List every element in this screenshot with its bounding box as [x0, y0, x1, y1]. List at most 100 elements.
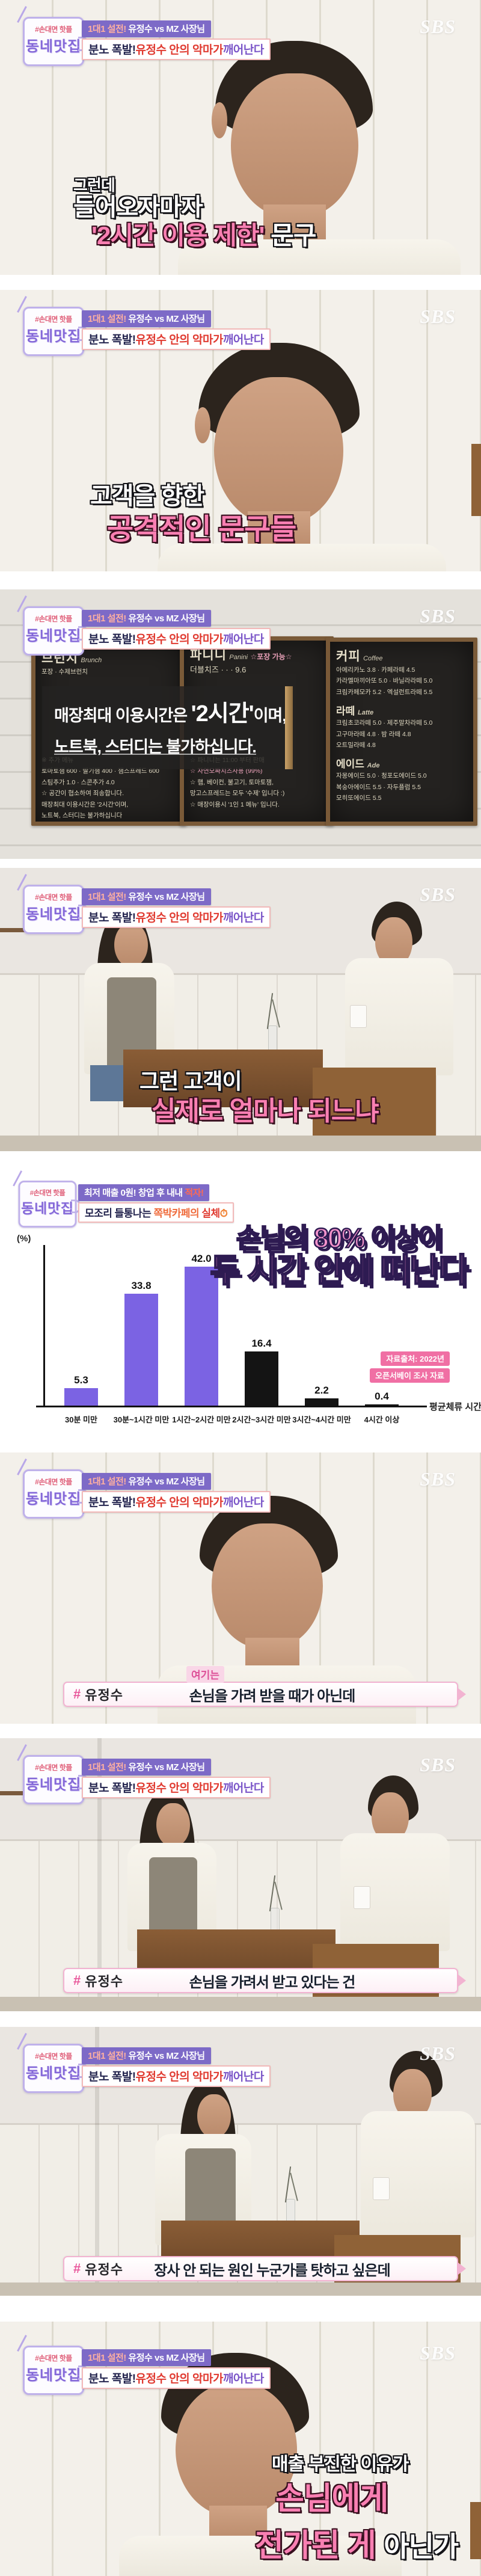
- caption-bottom-bar: 분노 폭발! 유정수 안의 악마가 깨어난다: [82, 1491, 271, 1513]
- logo-hashtag: #손대면 핫플: [35, 2354, 72, 2362]
- episode-caption: 1대1 설전! 유정수 vs MZ 사장님 분노 폭발! 유정수 안의 악마가 …: [82, 310, 271, 350]
- wood-trim: [470, 2502, 481, 2559]
- man-shirt: [361, 2111, 475, 2237]
- plant-branch: [284, 2166, 292, 2203]
- x-tick-label: 4시간 이상: [364, 1415, 400, 1424]
- logo-title: 동네맛집: [25, 628, 82, 644]
- caption-line1: 들어오자마자: [73, 194, 203, 221]
- floor: [0, 1136, 481, 1151]
- caption-small: 그런데: [73, 176, 115, 194]
- chart-xlabels: 30분 미만 30분~1시간 미만 1시간~2시간 미만 2시간~3시간 미만 3시간~…: [51, 1413, 412, 1425]
- floor: [0, 1997, 481, 2011]
- x-tick-label: 1시간~2시간 미만: [172, 1415, 231, 1424]
- man-ear: [212, 102, 227, 138]
- subtitle-tag: 여기는: [186, 1666, 224, 1683]
- logo-antenna-icon: [17, 1459, 27, 1475]
- man-shirt: [178, 239, 461, 275]
- speaker-name: 유정수: [85, 1974, 123, 1989]
- logo-title: 동네맛집: [25, 2065, 82, 2082]
- episode-caption: 1대1 설전! 유정수 vs MZ 사장님 분노 폭발! 유정수 안의 악마가 …: [82, 2349, 271, 2389]
- woman-face: [197, 2094, 231, 2138]
- episode-caption: 1대1 설전! 유정수 vs MZ 사장님 분노 폭발! 유정수 안의 악마가 …: [82, 20, 271, 60]
- episode-caption: 1대1 설전! 유정수 vs MZ 사장님 분노 폭발! 유정수 안의 악마가 …: [82, 888, 271, 928]
- bar-value-label: 42.0: [191, 1253, 212, 1264]
- show-logo: #손대면 핫플 동네맛집: [17, 6, 88, 66]
- bar-value-label: 0.4: [375, 1390, 389, 1402]
- bar-group: 33.8: [111, 1280, 171, 1406]
- light-switch: [373, 2177, 390, 2200]
- man-face: [214, 377, 343, 524]
- data-source-badge: 자료출처: 2022년 오픈서베이 조사 자료: [370, 1350, 450, 1384]
- logo-title: 동네맛집: [25, 1777, 82, 1793]
- show-logo: #손대면 핫플 동네맛집: [13, 1170, 81, 1228]
- bar-group: 5.3: [51, 1374, 111, 1406]
- plant-branch: [272, 999, 280, 1028]
- man-face: [231, 73, 358, 218]
- logo-title: 동네맛집: [25, 906, 82, 923]
- caption-bottom-bar: 분노 폭발! 유정수 안의 악마가 깨어난다: [82, 906, 271, 928]
- show-logo: #손대면 핫플 동네맛집: [17, 1744, 88, 1804]
- notice-overlay: 매장최대 이용시간은 '2시간'이며, 노트북, 스터디는 불가하십니다.: [42, 686, 287, 769]
- caption-top-bar: 1대1 설전! 유정수 vs MZ 사장님: [82, 20, 211, 37]
- caption-top-rest: 유정수 vs MZ 사장님: [128, 24, 205, 34]
- bar: [365, 1404, 399, 1406]
- bar-value-label: 16.4: [251, 1337, 272, 1349]
- bar-value-label: 5.3: [74, 1374, 88, 1386]
- sbs-logo: SBS: [420, 2043, 456, 2064]
- menu-board-coffee: 커피 Coffee 아메리카노 3.8 · 카페라떼 4.5 카라멜마끼아또 5…: [326, 638, 477, 826]
- logo-antenna-icon: [17, 6, 27, 23]
- chart-panel: #손대면 핫플 동네맛집 최저 매출 0원! 창업 후 내내 적자! 모조리 들…: [0, 1158, 481, 1428]
- subtitle-text: 손님을 가려 받을 때가 아닌데: [189, 1688, 356, 1705]
- plant-branch: [269, 1875, 276, 1911]
- man-face: [212, 1523, 323, 1649]
- caption-top-bar: 1대1 설전! 유정수 vs MZ 사장님: [82, 1759, 211, 1775]
- sbs-logo: SBS: [420, 1468, 456, 1490]
- chart-title: 손님의 80% 이상이 두 시간 안에 떠난다: [209, 1223, 470, 1289]
- speaker-subtitle-bar: # 유정수 장사 안 되는 원인 누군가를 탓하고 싶은데: [63, 2256, 458, 2281]
- wall-shelf: [0, 1791, 35, 1795]
- caption-bottom-bar: 분노 폭발! 유정수 안의 악마가 깨어난다: [82, 38, 271, 60]
- episode-caption: 1대1 설전! 유정수 vs MZ 사장님 분노 폭발! 유정수 안의 악마가 …: [82, 610, 271, 650]
- chart-bars: 5.3 33.8 42.0 16.4 2.2 0.4: [51, 1253, 412, 1406]
- show-logo: #손대면 핫플 동네맛집: [17, 2033, 88, 2093]
- subtitle-text: 손님을 가려서 받고 있다는 건: [189, 1974, 356, 1991]
- video-frame-4: #손대면 핫플 동네맛집 1대1 설전! 유정수 vs MZ 사장님 분노 폭발…: [0, 868, 481, 1151]
- caption-top-bar: 1대1 설전! 유정수 vs MZ 사장님: [82, 610, 211, 627]
- x-axis-label: 평균체류 시간: [429, 1402, 481, 1412]
- man-shirt: [119, 2536, 402, 2576]
- bar: [124, 1294, 158, 1406]
- logo-hashtag: #손대면 핫플: [29, 1188, 66, 1197]
- caption-line3: 전가된 게 아닌가: [255, 2528, 459, 2563]
- caption-bottom-bar: 분노 폭발! 유정수 안의 악마가 깨어난다: [82, 1777, 271, 1798]
- x-tick-label: 30분 미만: [65, 1415, 97, 1424]
- caption-bottom-bar: 모조리 들통나는 쪽박카페의 실체 ⏱: [78, 1202, 234, 1223]
- sbs-logo: SBS: [420, 605, 456, 627]
- speaker-subtitle-bar: # 유정수 손님을 가려서 받고 있다는 건: [63, 1968, 458, 1993]
- logo-antenna-icon: [17, 2335, 27, 2352]
- x-tick-label: 3시간~4시간 미만: [292, 1415, 351, 1424]
- caption-top-bar: 최저 매출 0원! 창업 후 내내 적자!: [78, 1184, 210, 1201]
- caption-top-bar: 1대1 설전! 유정수 vs MZ 사장님: [82, 310, 211, 327]
- video-frame-6: #손대면 핫플 동네맛집 1대1 설전! 유정수 vs MZ 사장님 분노 폭발…: [0, 1452, 481, 1724]
- caption-line2: '2시간 이용 제한' 문구: [91, 221, 316, 250]
- speaker-name: 유정수: [85, 2262, 123, 2277]
- sbs-logo: SBS: [420, 1754, 456, 1775]
- logo-title: 동네맛집: [25, 38, 82, 55]
- caption-top-highlight: 1대1 설전!: [88, 24, 126, 34]
- sbs-logo: SBS: [420, 16, 456, 37]
- plant-branch: [290, 2172, 298, 2201]
- logo-hashtag: #손대면 핫플: [35, 315, 72, 324]
- logo-antenna-icon: [13, 1170, 23, 1187]
- caption-line2: 실제로 얼마나 되느냐: [152, 1096, 379, 1126]
- wood-post: [285, 686, 293, 769]
- bar-group: 42.0: [171, 1253, 231, 1406]
- logo-title: 동네맛집: [25, 1491, 82, 1507]
- logo-hashtag: #손대면 핫플: [35, 25, 72, 34]
- x-tick-label: 2시간~3시간 미만: [232, 1415, 291, 1424]
- show-logo: #손대면 핫플 동네맛집: [17, 595, 88, 656]
- caption-top-bar: 1대1 설전! 유정수 vs MZ 사장님: [82, 2047, 211, 2064]
- logo-antenna-icon: [17, 296, 27, 313]
- man-shirt: [158, 544, 446, 571]
- sbs-logo: SBS: [420, 306, 456, 327]
